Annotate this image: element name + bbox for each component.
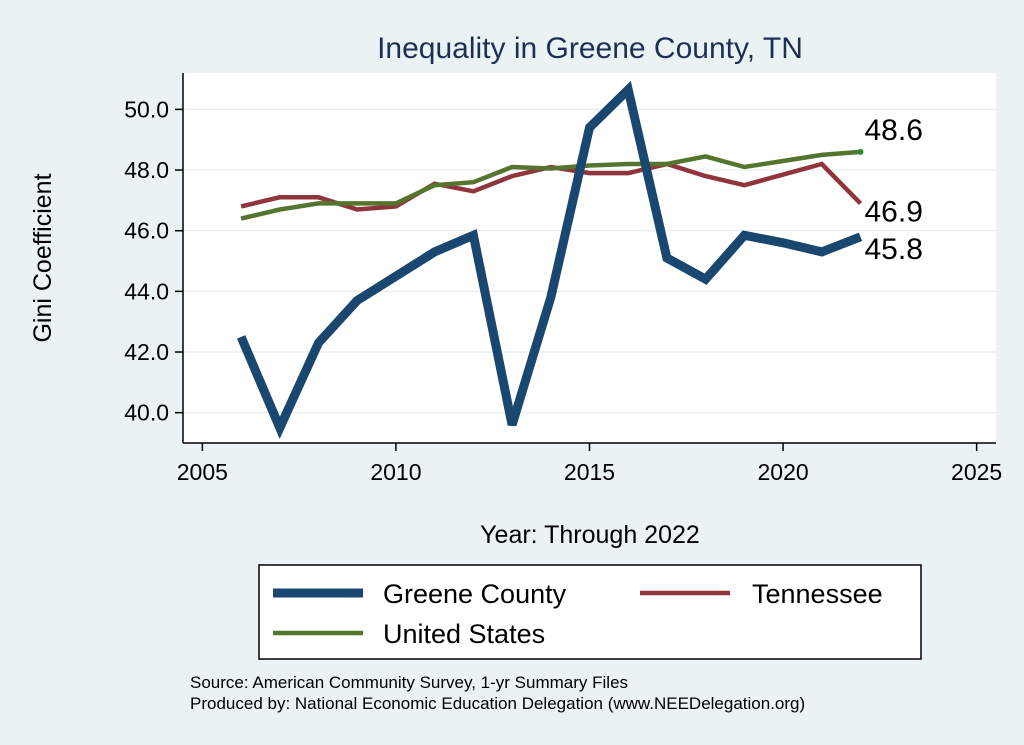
source-note: Source: American Community Survey, 1-yr … [190,673,628,692]
chart-title: Inequality in Greene County, TN [377,32,803,65]
x-tick-label: 2010 [370,459,421,485]
series-line-greene-county [236,80,863,439]
legend-label-tennessee: Tennessee [752,579,883,609]
x-axis-label: Year: Through 2022 [480,521,700,549]
y-tick-label: 42.0 [124,339,169,365]
y-tick-label: 48.0 [124,157,169,183]
end-label-tennessee: 46.9 [865,195,923,228]
x-tick-label: 2025 [951,459,1002,485]
legend: Greene County Tennessee United States [258,564,922,660]
end-label-greene-county: 45.8 [865,233,923,266]
series-lines [236,80,864,439]
grid-lines [183,108,996,414]
y-tick-label: 46.0 [124,218,169,244]
producer-note: Produced by: National Economic Education… [190,694,805,713]
y-tick-label: 40.0 [124,400,169,426]
end-label-united-states: 48.6 [865,114,923,147]
x-tick-label: 2020 [757,459,808,485]
legend-label-greene-county: Greene County [383,579,567,609]
x-tick-label: 2015 [564,459,615,485]
y-axis-label: Gini Coefficient [29,173,57,342]
y-tick-label: 50.0 [124,96,169,122]
axis-ticks: 40.0 42.0 44.0 46.0 48.0 50.0 2005 2010 2015 2020… [124,96,1002,485]
series-line-united-states [240,149,861,221]
end-marker-united-states [857,148,864,155]
end-labels: 45.8 46.9 48.6 [865,114,923,266]
legend-label-united-states: United States [383,619,545,649]
y-tick-label: 44.0 [124,278,169,304]
legend-box [258,564,922,660]
x-tick-label: 2005 [177,459,228,485]
